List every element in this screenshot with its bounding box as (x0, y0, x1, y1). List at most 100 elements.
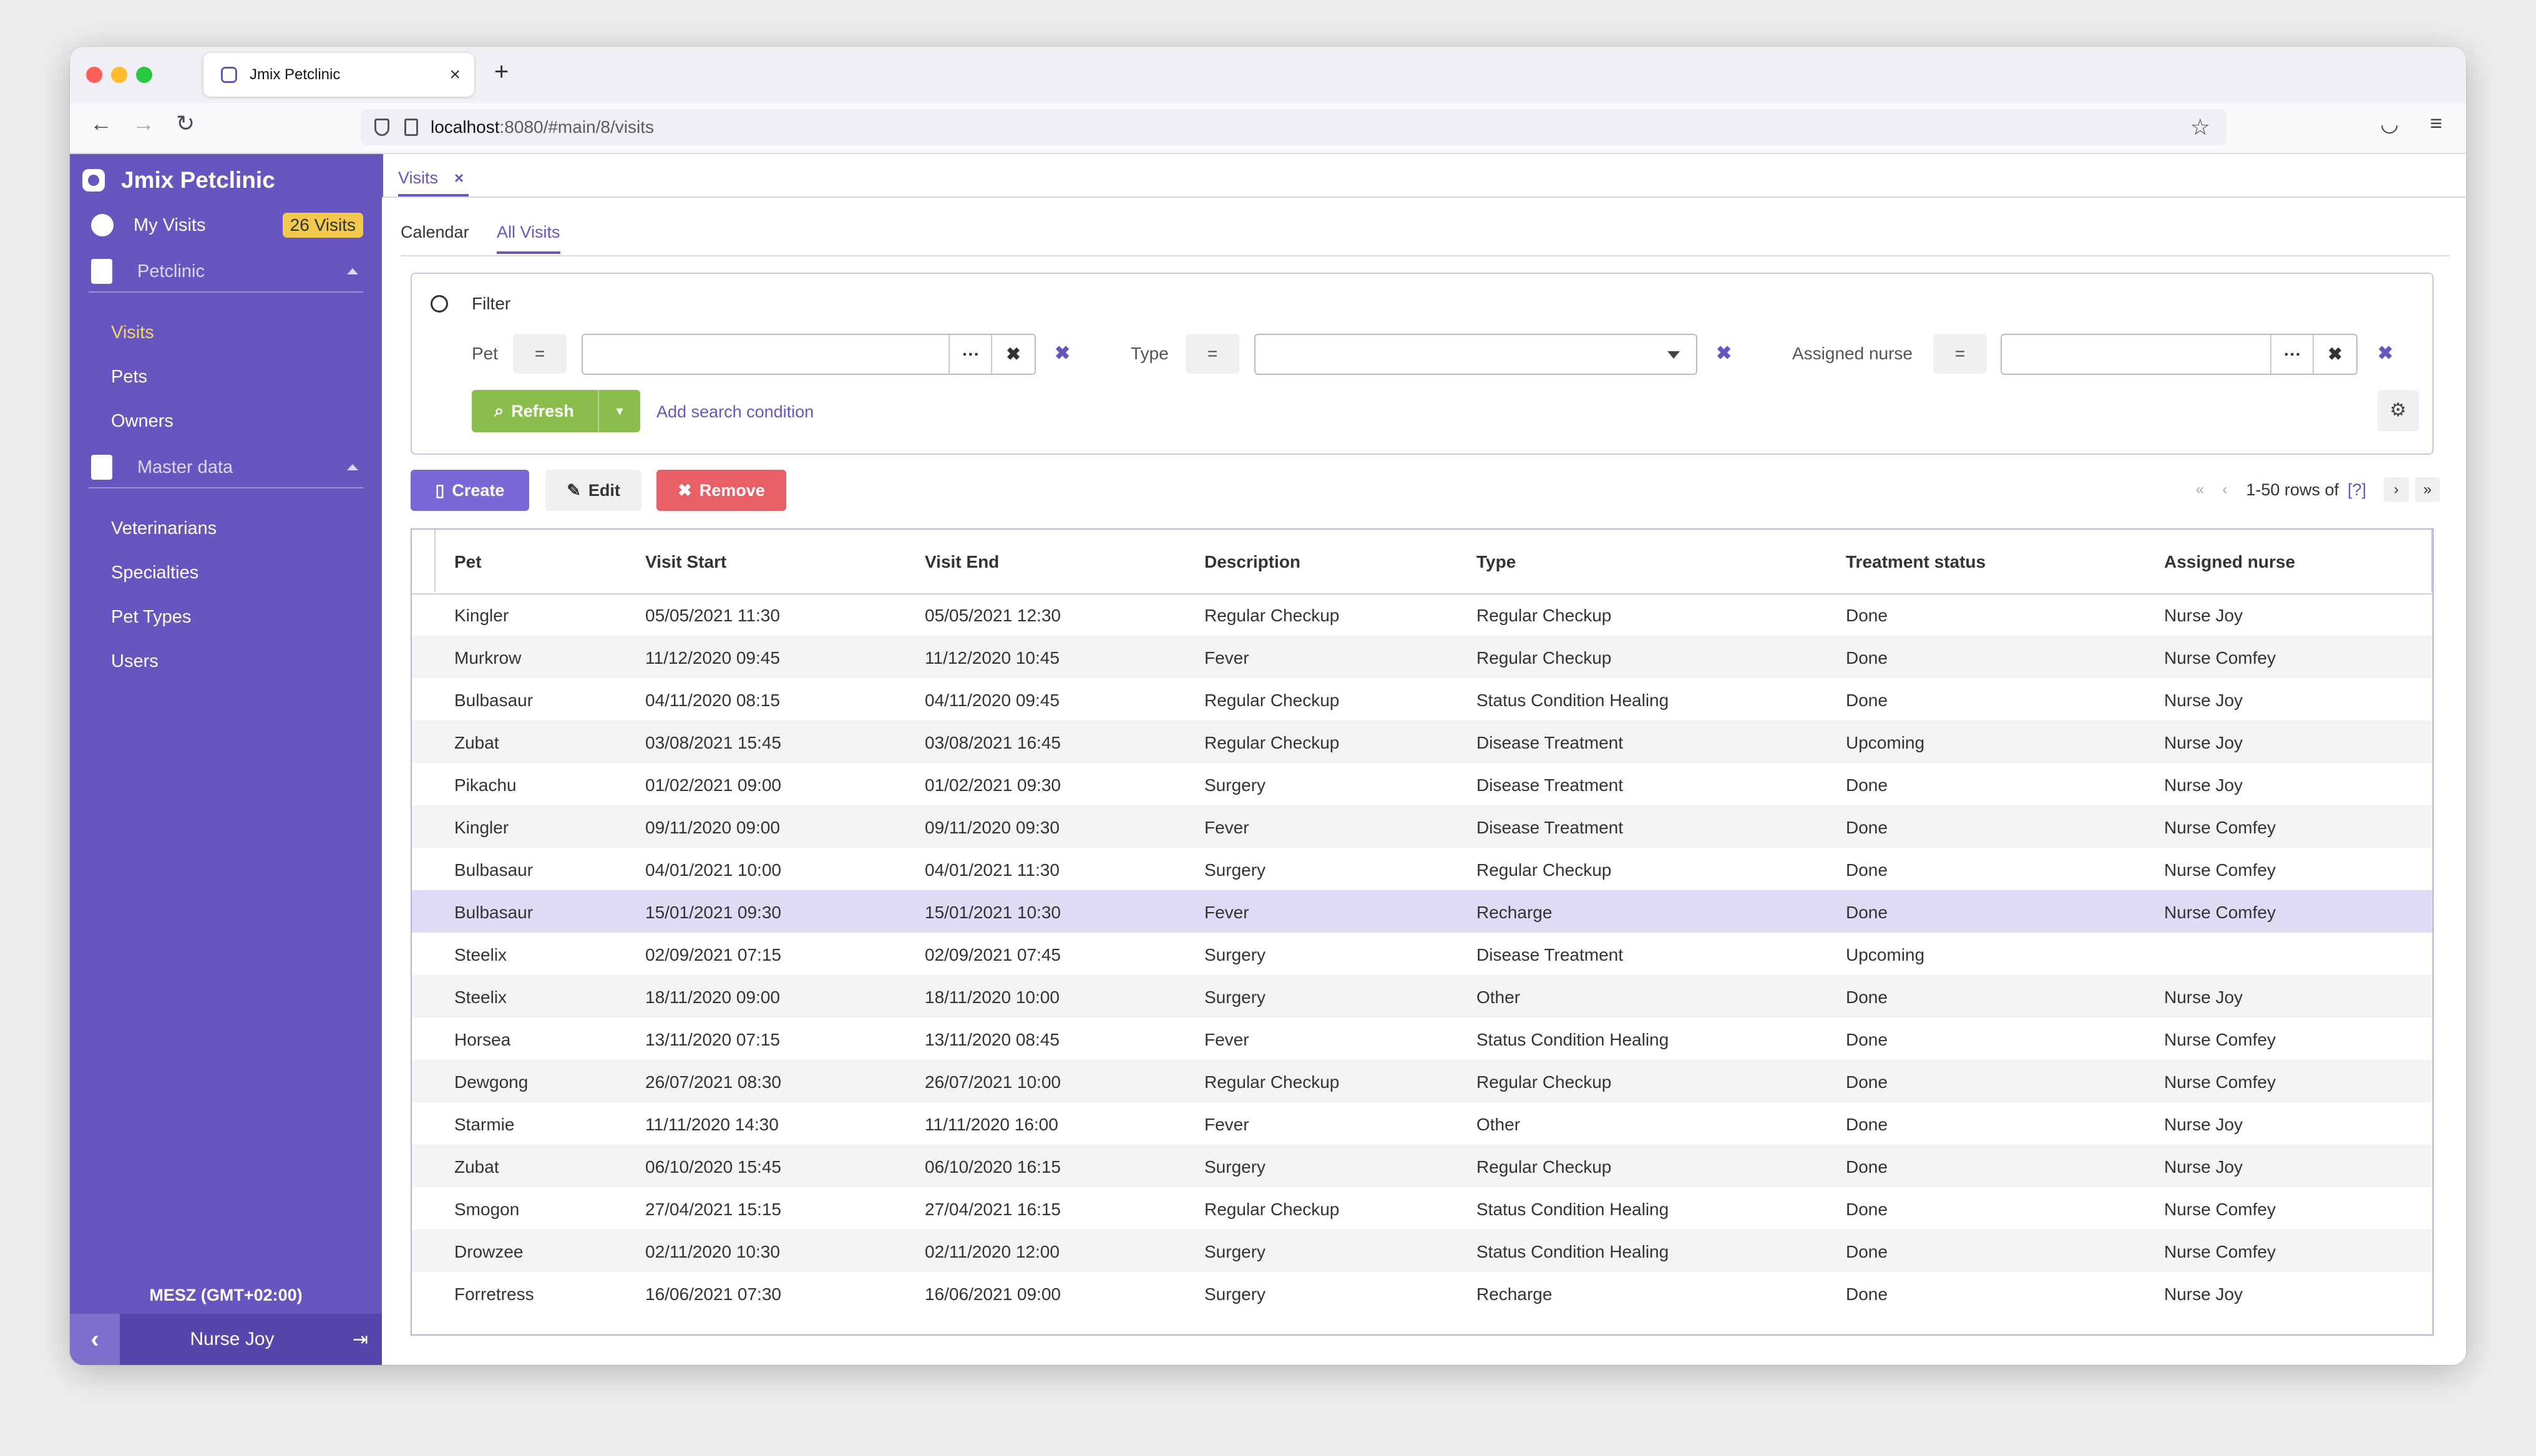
column-header-pet[interactable]: Pet (454, 552, 482, 571)
edit-button[interactable]: ✎ Edit (545, 470, 641, 511)
sidebar-group-petclinic[interactable]: Petclinic (89, 251, 363, 293)
browser-tab[interactable]: Jmix Petclinic × (203, 53, 474, 97)
table-row[interactable]: Kingler 09/11/2020 09:00 09/11/2020 09:30 F… (412, 805, 2432, 848)
cell-visit-end: 09/11/2020 09:30 (925, 818, 1060, 837)
tab-visits[interactable]: Visits × (398, 162, 469, 197)
cell-assigned-nurse: Nurse Joy (2164, 691, 2243, 710)
address-bar[interactable]: localhost:8080/#main/8/visits ☆ (361, 109, 2226, 145)
nurse-filter-field[interactable]: ··· ✖ (2001, 334, 2358, 375)
table-row[interactable]: Forretress 16/06/2021 07:30 16/06/2021 09:… (412, 1272, 2432, 1314)
column-header-assigned-nurse[interactable]: Assigned nurse (2164, 552, 2296, 571)
sidebar-item-owners[interactable]: Owners (111, 411, 173, 431)
table-row[interactable]: Zubat 03/08/2021 15:45 03/08/2021 16:45 Reg… (412, 721, 2432, 763)
table-row[interactable]: Steelix 18/11/2020 09:00 18/11/2020 10:00 S… (412, 975, 2432, 1017)
new-tab-button[interactable]: + (494, 58, 509, 85)
cell-visit-end: 02/09/2021 07:45 (925, 945, 1061, 964)
chevron-down-icon[interactable]: ▾ (598, 390, 640, 432)
lookup-icon[interactable]: ··· (949, 335, 992, 374)
sidebar-group-master-data[interactable]: Master data (89, 447, 363, 488)
search-icon: ⌕ (494, 401, 504, 420)
prev-page-icon[interactable]: ‹ (2222, 481, 2228, 498)
close-tab-icon[interactable]: × (454, 168, 464, 187)
remove-condition-icon[interactable]: ✖ (1716, 343, 1732, 364)
type-filter-label: Type (1131, 344, 1169, 363)
cell-assigned-nurse: Nurse Joy (2164, 1157, 2243, 1177)
pocket-icon[interactable]: ◡ (2380, 112, 2399, 136)
table-row[interactable]: Smogon 27/04/2021 15:15 27/04/2021 16:15 Re… (412, 1187, 2432, 1230)
maximize-window-button[interactable] (136, 67, 152, 83)
logout-icon[interactable]: ⇥ (352, 1329, 368, 1350)
table-row[interactable]: Pikachu 01/02/2021 09:00 01/02/2021 09:30 S… (412, 763, 2432, 805)
reload-icon[interactable]: ↻ (176, 110, 195, 136)
forward-arrow-icon[interactable]: → (132, 110, 155, 136)
shield-icon[interactable] (374, 119, 389, 136)
last-page-icon[interactable]: » (2415, 477, 2440, 502)
pet-filter-field[interactable]: ··· ✖ (582, 334, 1036, 375)
table-row[interactable]: Murkrow 11/12/2020 09:45 11/12/2020 10:45 F… (412, 636, 2432, 678)
table-row[interactable]: Bulbasaur 04/11/2020 08:15 04/11/2020 09:4… (412, 678, 2432, 721)
cell-type: Disease Treatment (1476, 733, 1623, 752)
refresh-main[interactable]: ⌕ Refresh (472, 390, 597, 432)
table-row[interactable]: Bulbasaur 15/01/2021 09:30 15/01/2021 10:3… (412, 890, 2432, 933)
remove-condition-icon[interactable]: ✖ (1055, 343, 1071, 364)
column-header-visit-start[interactable]: Visit Start (645, 552, 727, 571)
type-operator-button[interactable]: = (1186, 334, 1239, 374)
tab-calendar[interactable]: Calendar (401, 223, 469, 241)
url-text[interactable]: localhost:8080/#main/8/visits (431, 117, 654, 137)
refresh-button[interactable]: ⌕ Refresh ▾ (472, 390, 640, 432)
add-search-condition-link[interactable]: Add search condition (656, 402, 814, 421)
first-page-icon[interactable]: « (2195, 481, 2205, 498)
lookup-icon[interactable]: ··· (2270, 335, 2314, 374)
back-arrow-icon[interactable]: ← (90, 110, 112, 136)
table-row[interactable]: Steelix 02/09/2021 07:15 02/09/2021 07:45 S… (412, 933, 2432, 975)
nurse-operator-button[interactable]: = (1933, 334, 1987, 374)
column-header-description[interactable]: Description (1204, 552, 1301, 571)
close-tab-icon[interactable]: × (449, 64, 461, 85)
bookmark-star-icon[interactable]: ☆ (2190, 114, 2210, 140)
tab-all-visits[interactable]: All Visits (497, 223, 560, 254)
cell-visit-start: 03/08/2021 15:45 (645, 733, 781, 752)
table-row[interactable]: Drowzee 02/11/2020 10:30 02/11/2020 12:00 S… (412, 1230, 2432, 1272)
create-button[interactable]: ▯ Create (411, 470, 529, 511)
chevron-left-icon[interactable]: ‹ (70, 1314, 120, 1365)
clear-field-icon[interactable]: ✖ (991, 335, 1035, 374)
remove-button[interactable]: ✖ Remove (656, 470, 786, 511)
table-row[interactable]: Zubat 06/10/2020 15:45 06/10/2020 16:15 Sur… (412, 1145, 2432, 1187)
cell-visit-start: 05/05/2021 11:30 (645, 606, 780, 625)
cell-assigned-nurse: Nurse Comfey (2164, 1200, 2276, 1219)
user-name[interactable]: Nurse Joy (190, 1329, 275, 1349)
sidebar-item-users[interactable]: Users (111, 651, 158, 671)
clear-field-icon[interactable]: ✖ (2313, 335, 2356, 374)
cell-description: Regular Checkup (1204, 1200, 1340, 1219)
cell-treatment-status: Done (1846, 648, 1888, 667)
column-header-treatment-status[interactable]: Treatment status (1846, 552, 1986, 571)
cell-pet: Bulbasaur (454, 691, 534, 710)
table-row[interactable]: Dewgong 26/07/2021 08:30 26/07/2021 10:00 R… (412, 1060, 2432, 1102)
sidebar-item-specialties[interactable]: Specialties (111, 563, 199, 583)
cell-type: Recharge (1476, 903, 1553, 922)
total-count-link[interactable]: [?] (2347, 480, 2366, 499)
sidebar-item-visits[interactable]: Visits (111, 323, 154, 342)
cell-description: Surgery (1204, 860, 1266, 880)
table-row[interactable]: Starmie 11/11/2020 14:30 11/11/2020 16:00 F… (412, 1102, 2432, 1145)
cell-visit-end: 05/05/2021 12:30 (925, 606, 1061, 625)
sidebar-item-my-visits[interactable]: My Visits 26 Visits (70, 208, 382, 243)
next-page-icon[interactable]: › (2384, 477, 2409, 502)
minimize-window-button[interactable] (111, 67, 127, 83)
table-row[interactable]: Kingler 05/05/2021 11:30 05/05/2021 12:30 R… (412, 593, 2432, 636)
table-row[interactable]: Horsea 13/11/2020 07:15 13/11/2020 08:45 Fe… (412, 1017, 2432, 1060)
type-filter-select[interactable] (1254, 334, 1697, 375)
sidebar-item-pets[interactable]: Pets (111, 367, 148, 387)
column-header-type[interactable]: Type (1476, 552, 1516, 571)
pet-operator-button[interactable]: = (513, 334, 567, 374)
close-window-button[interactable] (86, 67, 102, 83)
remove-condition-icon[interactable]: ✖ (2378, 343, 2394, 364)
column-header-visit-end[interactable]: Visit End (925, 552, 1000, 571)
sidebar-item-pet-types[interactable]: Pet Types (111, 607, 192, 627)
table-row[interactable]: Bulbasaur 04/01/2021 10:00 04/01/2021 11:3… (412, 848, 2432, 890)
collapse-filter-icon[interactable] (431, 295, 448, 313)
cell-visit-end: 27/04/2021 16:15 (925, 1200, 1061, 1219)
gear-icon[interactable]: ⚙ (2378, 390, 2419, 431)
hamburger-menu-icon[interactable]: ≡ (2430, 112, 2442, 135)
sidebar-item-veterinarians[interactable]: Veterinarians (111, 518, 217, 538)
